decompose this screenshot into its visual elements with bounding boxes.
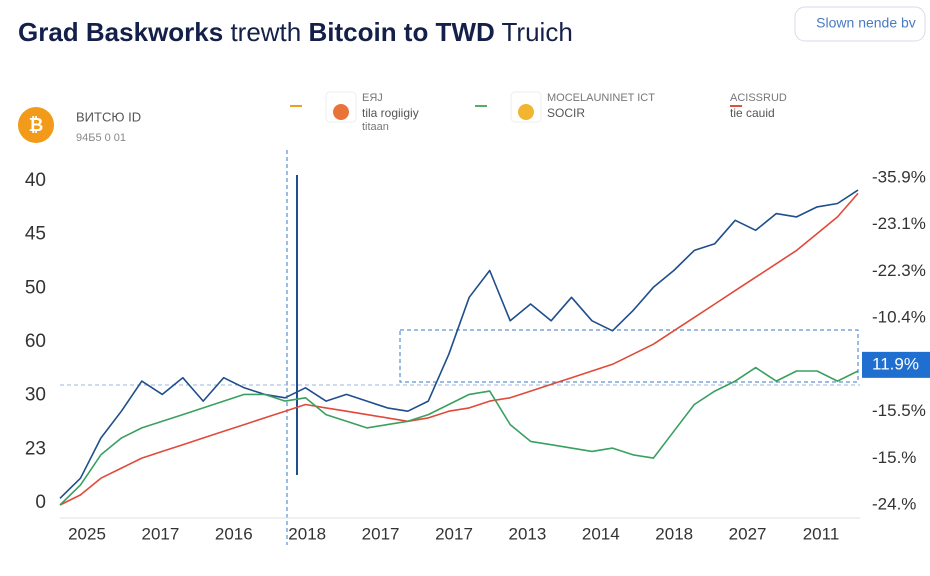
x-tick-label: 2018 bbox=[655, 524, 693, 543]
x-tick-label: 2014 bbox=[582, 524, 620, 543]
x-tick-label: 2018 bbox=[288, 524, 326, 543]
y2-highlight bbox=[862, 351, 930, 378]
y-tick-label: 60 bbox=[25, 331, 46, 352]
legend-icon-frame bbox=[510, 91, 542, 123]
y2-tick-label: -10.4% bbox=[872, 308, 926, 327]
highlight-box bbox=[399, 329, 859, 383]
y2-tick-label: -23.1% bbox=[872, 214, 926, 233]
title-part: Bitcoin to TWD bbox=[308, 17, 494, 47]
y2-tick-label: -35.9% bbox=[872, 167, 926, 186]
title-part: trewth bbox=[223, 17, 308, 47]
series-line bbox=[59, 192, 859, 506]
x-tick-label: 2025 bbox=[68, 524, 106, 543]
legend-detail: titaan bbox=[362, 121, 389, 133]
title-part: Grad Baskworks bbox=[18, 17, 223, 47]
x-tick-label: 2017 bbox=[362, 524, 400, 543]
legend-subtitle: tie cauid bbox=[730, 106, 775, 120]
y2-tick-label: 11.9% bbox=[872, 354, 919, 373]
y-tick-label: 45 bbox=[25, 224, 46, 245]
y-tick-label: 0 bbox=[35, 492, 46, 513]
series-line bbox=[59, 189, 859, 499]
legend-title: MOCELAUNINET ICT bbox=[547, 92, 655, 104]
asset-name: ВИТСЮ ID bbox=[76, 109, 141, 124]
x-tick-label: 2017 bbox=[141, 524, 179, 543]
legend-title: ACISSRUD bbox=[730, 92, 787, 104]
y2-tick-label: -15.% bbox=[872, 448, 916, 467]
y2-tick-label: -22.3% bbox=[872, 261, 926, 280]
x-tick-label: 2011 bbox=[803, 524, 840, 543]
x-tick-label: 2027 bbox=[729, 524, 767, 543]
x-tick-label: 2017 bbox=[435, 524, 473, 543]
y-tick-label: 23 bbox=[25, 438, 46, 459]
legend-icon-frame bbox=[325, 91, 357, 123]
legend-title: EЯJ bbox=[362, 92, 383, 104]
y-tick-label: 40 bbox=[25, 170, 46, 191]
legend-subtitle: tila rogiigiy bbox=[362, 106, 419, 120]
y-tick-label: 30 bbox=[25, 385, 46, 406]
y-tick-label: 50 bbox=[25, 277, 46, 298]
asset-price: 94Б5 0 01 bbox=[76, 132, 126, 144]
bitcoin-symbol: ₿ bbox=[29, 115, 44, 135]
x-tick-label: 2013 bbox=[508, 524, 546, 543]
legend-icon bbox=[518, 104, 534, 120]
series-line bbox=[59, 366, 859, 506]
x-tick-label: 2016 bbox=[215, 524, 253, 543]
bitcoin-icon bbox=[18, 107, 54, 143]
chart-title: Grad Baskworks trewth Bitcoin to TWD Tru… bbox=[18, 17, 573, 47]
button[interactable]: Slown nende bv bbox=[816, 15, 916, 31]
button-frame[interactable] bbox=[794, 6, 926, 42]
y2-tick-label: -24.% bbox=[872, 494, 916, 513]
y2-tick-label: -15.5% bbox=[872, 401, 926, 420]
legend-icon bbox=[333, 104, 349, 120]
legend-subtitle: SOCIR bbox=[547, 106, 585, 120]
title-part: Truich bbox=[495, 17, 573, 47]
